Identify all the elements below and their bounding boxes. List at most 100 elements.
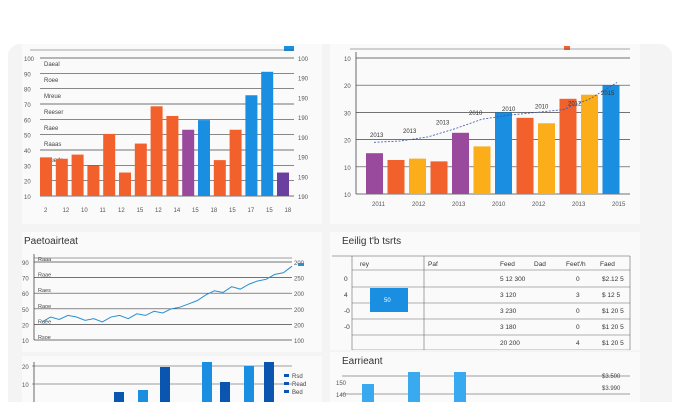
bar [559,98,577,194]
x-tick-label: 14 [174,208,181,214]
legend-swatch [564,46,570,50]
x-tick-label: 10 [81,208,88,214]
bar [387,160,405,194]
y-tick-label-right: 190 [298,156,309,162]
bar [198,120,210,196]
y-tick-label-right: 190 [298,96,309,102]
y-tick-label: 50 [22,308,29,314]
x-tick-label: 12 [63,208,70,214]
y-tick-label-right: 200 [294,292,305,298]
row-label: Raes [38,288,51,294]
row-label: Rrueds [44,158,63,164]
bar-chart-3: 20 10 Rsd Read Bed [22,362,306,402]
legend-label: Read [292,382,306,388]
bar-label: 2010 [502,107,516,113]
y-tick-label: 10 [344,193,351,199]
x-tick-label: 15 [137,208,144,214]
x-tick-label: 15 [192,208,199,214]
legend-swatch [284,46,294,51]
y-tick-label: 10 [22,383,29,389]
x-tick-label: 15 [229,208,236,214]
table-cell: $ 12 5 [602,292,620,299]
y-tick-label-right: 200 [294,323,305,329]
y-tick-label: 20 [344,139,351,145]
panel-line-chart: Paetoairteat 90 200 Raaa 70 250 Raae 60 200 Raes… [22,232,322,352]
table-cell: $1 20 5 [602,340,624,347]
y-tick-label: 10 [24,195,31,201]
x-tick-label: 2010 [492,202,506,208]
row-label: Reeser [44,110,63,116]
y-tick-label: 90 [24,72,31,78]
highlight-cell [370,288,408,312]
bar [581,94,598,194]
bar [261,71,274,196]
x-tick-label: 18 [211,208,218,214]
legend-label: Bed [292,390,303,396]
bar [182,129,195,196]
table-cell: 20 200 [500,340,520,347]
table-cell: 0 [576,308,580,315]
y-tick-label-right: 100 [298,57,309,63]
y-tick-label: 20 [22,365,29,371]
y-tick-label: 10 [22,339,29,345]
table-cell: $1 20 5 [602,324,624,331]
bar [538,123,555,194]
y-tick-label: 50 [24,134,31,140]
y-tick-label-right: 100 [294,339,305,345]
row-label: Raoe [38,304,51,310]
table-header: Feed [500,261,515,268]
bar-label: 2013 [436,121,450,127]
x-tick-label: 12 [118,208,125,214]
data-table: rey Paf Feed Dad Feet'/h Faed 5 12 300 0 $2.12 5… [332,255,631,351]
y-tick-label: 60 [22,292,29,298]
bar [264,362,274,402]
panel-bar-chart-1: 100 90 80 70 60 50 40 30 20 10 100 190 190 190 190 190 1… [22,44,322,224]
table-header: Dad [534,261,546,268]
y-tick-label: 10 [344,57,351,63]
x-tick-label: 12 [155,208,162,214]
table-left-label: 4 [344,292,348,299]
y-tick-label: 140 [336,393,347,399]
row-label: Raee [44,126,59,132]
bar-label: 2013 [370,133,384,139]
y-tick-label: 10 [344,166,351,172]
panel-table: Eeilig t'b tsrts rey Paf Feed Dad Feet'/h Fae… [330,232,640,351]
bar [150,106,163,196]
bar-chart-4: 150 140 $3.500 $3.990 [336,372,630,402]
series-line [41,265,293,323]
bar-label: 2010 [535,104,549,110]
table-cell: $2.12 5 [602,276,624,283]
bar [103,133,116,196]
table-cell: 0 [576,324,580,331]
y-tick-label: 30 [344,111,351,117]
x-tick-label: 2013 [572,202,586,208]
row-label: Daeal [44,62,60,68]
panel-bar-chart-4: Earrieant 150 140 $3.500 $3.990 [330,352,640,402]
y-tick-label: 30 [24,164,31,170]
bar [119,172,131,196]
row-label: Raee [38,319,51,325]
table-title: Eeilig t'b tsrts [342,236,402,247]
bar [134,143,147,196]
table-cell: $1 20 5 [602,308,624,315]
x-tick-label: 2011 [372,202,386,208]
highlight-label: 50 [384,298,391,304]
row-label: Raae [38,273,51,279]
bar [114,392,124,402]
row-label: Raaas [44,142,61,148]
bar-label: 2013 [403,129,417,135]
row-label: Roee [44,78,59,84]
legend-swatch [298,263,304,266]
bar [138,390,148,402]
table-cell: 3 230 [500,308,517,315]
table-cell: 0 [576,276,580,283]
y-tick-label: 70 [24,103,31,109]
bar [495,112,512,194]
legend-label: $3.500 [602,374,621,380]
row-label: Mreue [44,94,62,100]
bar [71,154,84,196]
table-cell: 5 12 300 [500,276,526,283]
bar [366,153,383,194]
legend-swatch [284,382,289,385]
bar [160,367,170,402]
